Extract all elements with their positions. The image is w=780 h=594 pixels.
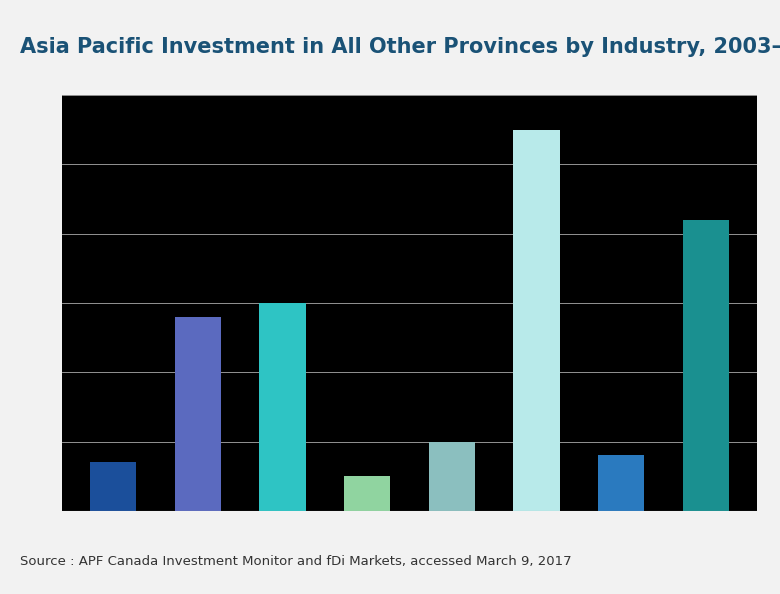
Bar	[513, 129, 560, 511]
Bar	[90, 462, 136, 511]
Bar	[344, 476, 391, 511]
Bar	[597, 456, 644, 511]
Text: Asia Pacific Investment in All Other Provinces by Industry, 2003–2016: Asia Pacific Investment in All Other Pro…	[20, 37, 780, 58]
Bar	[175, 317, 222, 511]
Bar	[682, 220, 729, 511]
Bar	[259, 303, 306, 511]
Text: Source : APF Canada Investment Monitor and fDi Markets, accessed March 9, 2017: Source : APF Canada Investment Monitor a…	[20, 555, 571, 568]
Bar	[428, 441, 475, 511]
